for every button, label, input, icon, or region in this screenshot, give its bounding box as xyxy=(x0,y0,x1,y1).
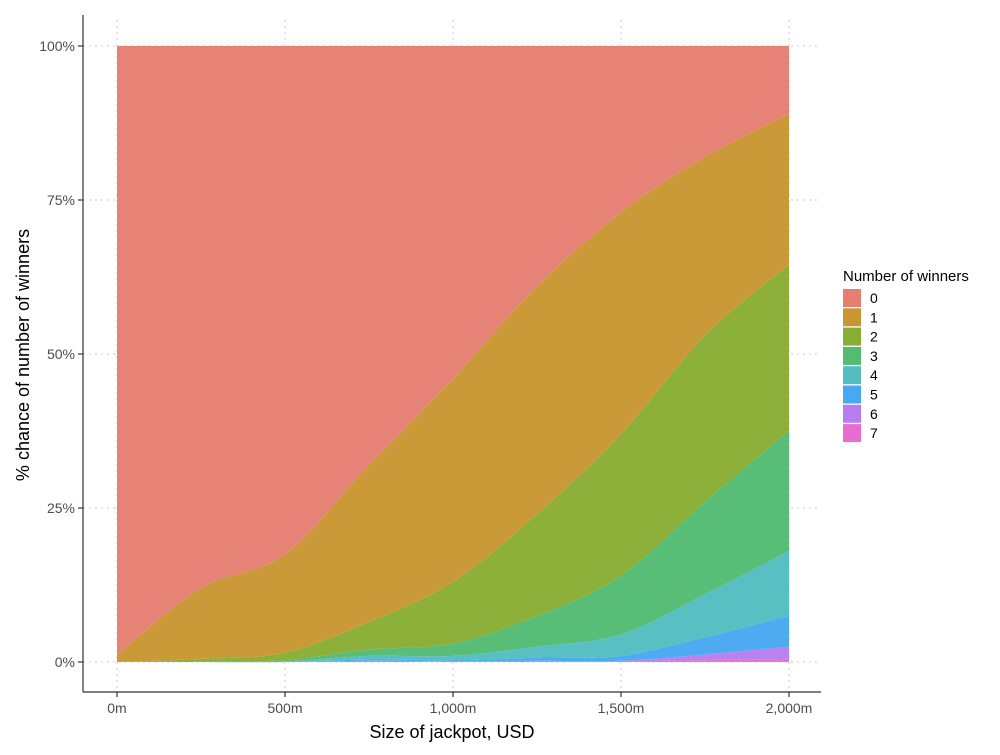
area-series-4 xyxy=(117,551,789,663)
legend-label-7: 7 xyxy=(870,425,878,441)
legend-label-0: 0 xyxy=(870,290,878,306)
y-tick-label: 100% xyxy=(39,38,75,54)
x-tick-label: 1,000m xyxy=(430,700,477,716)
area-series-2 xyxy=(117,264,789,662)
legend: Number of winners 0 1 2 3 4 5 6 7 xyxy=(843,268,969,443)
legend-items: 0 1 2 3 4 5 6 7 xyxy=(843,289,878,443)
x-tick-label: 1,500m xyxy=(598,700,645,716)
legend-swatch-0 xyxy=(843,289,861,307)
legend-label-2: 2 xyxy=(870,329,878,345)
legend-swatch-1 xyxy=(843,308,861,327)
area-series-7 xyxy=(117,658,789,663)
area-series-3 xyxy=(117,431,789,663)
x-tick-label: 500m xyxy=(267,700,302,716)
y-tick-label: 50% xyxy=(47,346,75,362)
legend-title: Number of winners xyxy=(843,268,969,285)
legend-swatch-5 xyxy=(843,385,861,404)
x-tick-label: 0m xyxy=(107,700,126,716)
y-axis-title: % chance of number of winners xyxy=(13,229,33,481)
legend-label-6: 6 xyxy=(870,406,878,422)
y-tick-label: 25% xyxy=(47,500,75,516)
legend-swatch-4 xyxy=(843,366,861,385)
x-axis-title: Size of jackpot, USD xyxy=(369,722,534,742)
y-tick-label: 0% xyxy=(55,654,75,670)
y-tick-label: 75% xyxy=(47,192,75,208)
area-series-1 xyxy=(117,113,789,662)
legend-label-1: 1 xyxy=(870,309,878,325)
x-tick-label: 2,000m xyxy=(766,700,813,716)
legend-swatch-6 xyxy=(843,404,861,423)
legend-label-4: 4 xyxy=(870,367,878,383)
legend-swatch-7 xyxy=(843,424,861,443)
axes: 0% 25% 50% 75% 100% 0m 500m 1,000m 1,500m 2,000m xyxy=(39,15,821,716)
legend-swatch-3 xyxy=(843,346,861,365)
legend-label-5: 5 xyxy=(870,387,878,403)
legend-label-3: 3 xyxy=(870,348,878,364)
legend-swatch-2 xyxy=(843,327,861,346)
area-series-0 xyxy=(117,46,789,655)
area-series xyxy=(117,46,789,663)
